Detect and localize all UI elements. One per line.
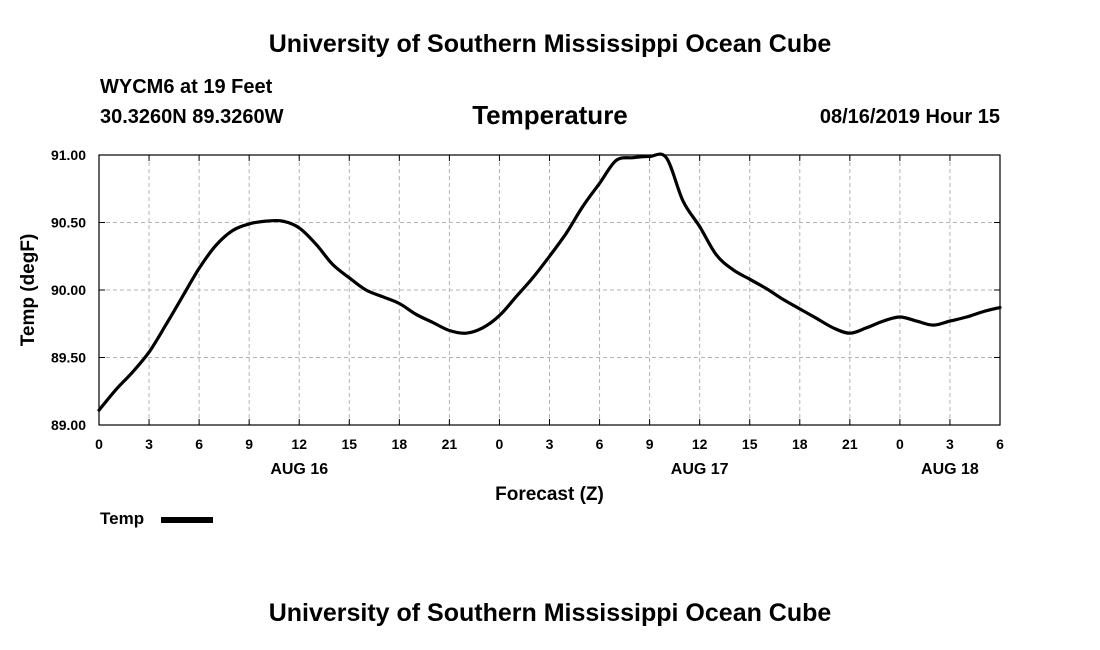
x-tick-label: 9 <box>245 436 253 452</box>
x-tick-label: 21 <box>442 436 458 452</box>
x-tick-label: 6 <box>996 436 1004 452</box>
y-tick-label: 91.00 <box>51 147 86 163</box>
legend-label: Temp <box>100 509 145 528</box>
day-label: AUG 17 <box>671 461 729 478</box>
day-label: AUG 16 <box>270 461 328 478</box>
legend-line-swatch <box>161 517 213 523</box>
grid-lines <box>99 155 1000 425</box>
station-coordinates: 30.3260N 89.3260W <box>100 106 284 128</box>
x-tick-label: 6 <box>596 436 604 452</box>
chart-title: Temperature <box>472 100 628 130</box>
x-tick-label: 0 <box>896 436 904 452</box>
y-tick-label: 89.00 <box>51 417 86 433</box>
y-axis-label: Temp (degF) <box>18 234 39 347</box>
x-tick-label: 3 <box>145 436 153 452</box>
x-tick-label: 21 <box>842 436 858 452</box>
x-tick-label: 3 <box>546 436 554 452</box>
y-tick-label: 89.50 <box>51 350 86 366</box>
footer-org-title: University of Southern Mississippi Ocean… <box>268 599 832 627</box>
y-tick-label: 90.00 <box>51 282 86 298</box>
station-label: WYCM6 at 19 Feet <box>100 76 273 98</box>
x-tick-label: 12 <box>692 436 708 452</box>
x-tick-label: 9 <box>646 436 654 452</box>
x-tick-label: 0 <box>95 436 103 452</box>
x-tick-label: 18 <box>792 436 808 452</box>
x-tick-label: 15 <box>341 436 357 452</box>
x-tick-label: 12 <box>291 436 307 452</box>
forecast-datetime: 08/16/2019 Hour 15 <box>819 106 1000 128</box>
day-label: AUG 18 <box>921 461 979 478</box>
x-axis-label: Forecast (Z) <box>495 484 604 505</box>
x-tick-label: 15 <box>742 436 758 452</box>
x-tick-label: 3 <box>946 436 954 452</box>
x-tick-label: 18 <box>392 436 408 452</box>
x-tick-labels: 0 3 6 9 12 15 18 21 0 3 6 9 12 15 18 21 0 3 6 <box>95 436 1004 452</box>
x-tick-label: 0 <box>496 436 504 452</box>
y-tick-labels: 89.00 89.50 90.00 90.50 91.00 <box>51 147 86 433</box>
plot-frame <box>98 154 1001 426</box>
x-tick-label: 6 <box>195 436 203 452</box>
org-title: University of Southern Mississippi Ocean… <box>268 30 832 58</box>
day-labels: AUG 16 AUG 17 AUG 18 <box>270 461 979 478</box>
y-tick-label: 90.50 <box>51 215 86 231</box>
temp-series-line <box>97 152 1002 412</box>
